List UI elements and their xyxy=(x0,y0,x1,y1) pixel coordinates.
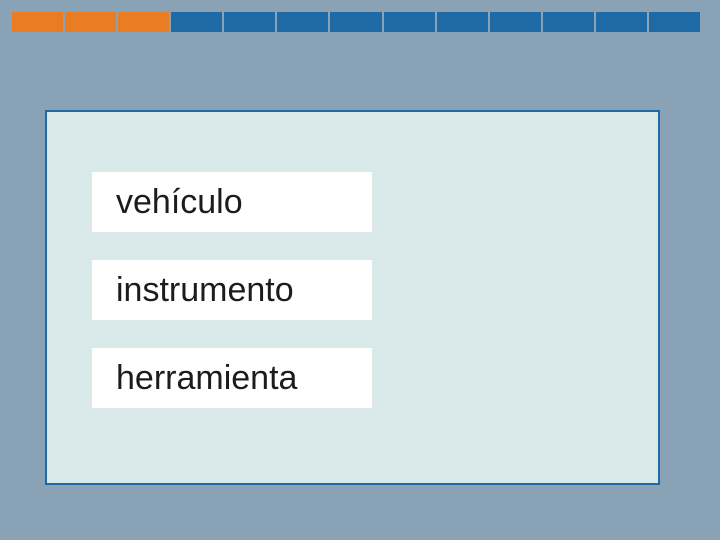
accent-segment-blue xyxy=(490,12,543,32)
list-item: instrumento xyxy=(92,260,372,320)
content-panel: vehículo instrumento herramienta xyxy=(45,110,660,485)
accent-segment-blue xyxy=(330,12,383,32)
accent-segment-blue xyxy=(596,12,649,32)
accent-segment-blue xyxy=(543,12,596,32)
list-item: herramienta xyxy=(92,348,372,408)
list-item: vehículo xyxy=(92,172,372,232)
top-accent-bar xyxy=(12,12,700,32)
list-item-label: instrumento xyxy=(116,271,294,310)
list-item-label: herramienta xyxy=(116,359,297,398)
accent-segment-blue xyxy=(437,12,490,32)
list-item-label: vehículo xyxy=(116,183,243,222)
accent-segment-orange xyxy=(65,12,118,32)
accent-segment-blue xyxy=(277,12,330,32)
accent-segment-blue xyxy=(649,12,700,32)
word-list: vehículo instrumento herramienta xyxy=(92,172,372,408)
accent-segment-blue xyxy=(224,12,277,32)
accent-segment-orange xyxy=(12,12,65,32)
accent-segment-blue xyxy=(171,12,224,32)
accent-segment-orange xyxy=(118,12,171,32)
accent-segment-blue xyxy=(384,12,437,32)
